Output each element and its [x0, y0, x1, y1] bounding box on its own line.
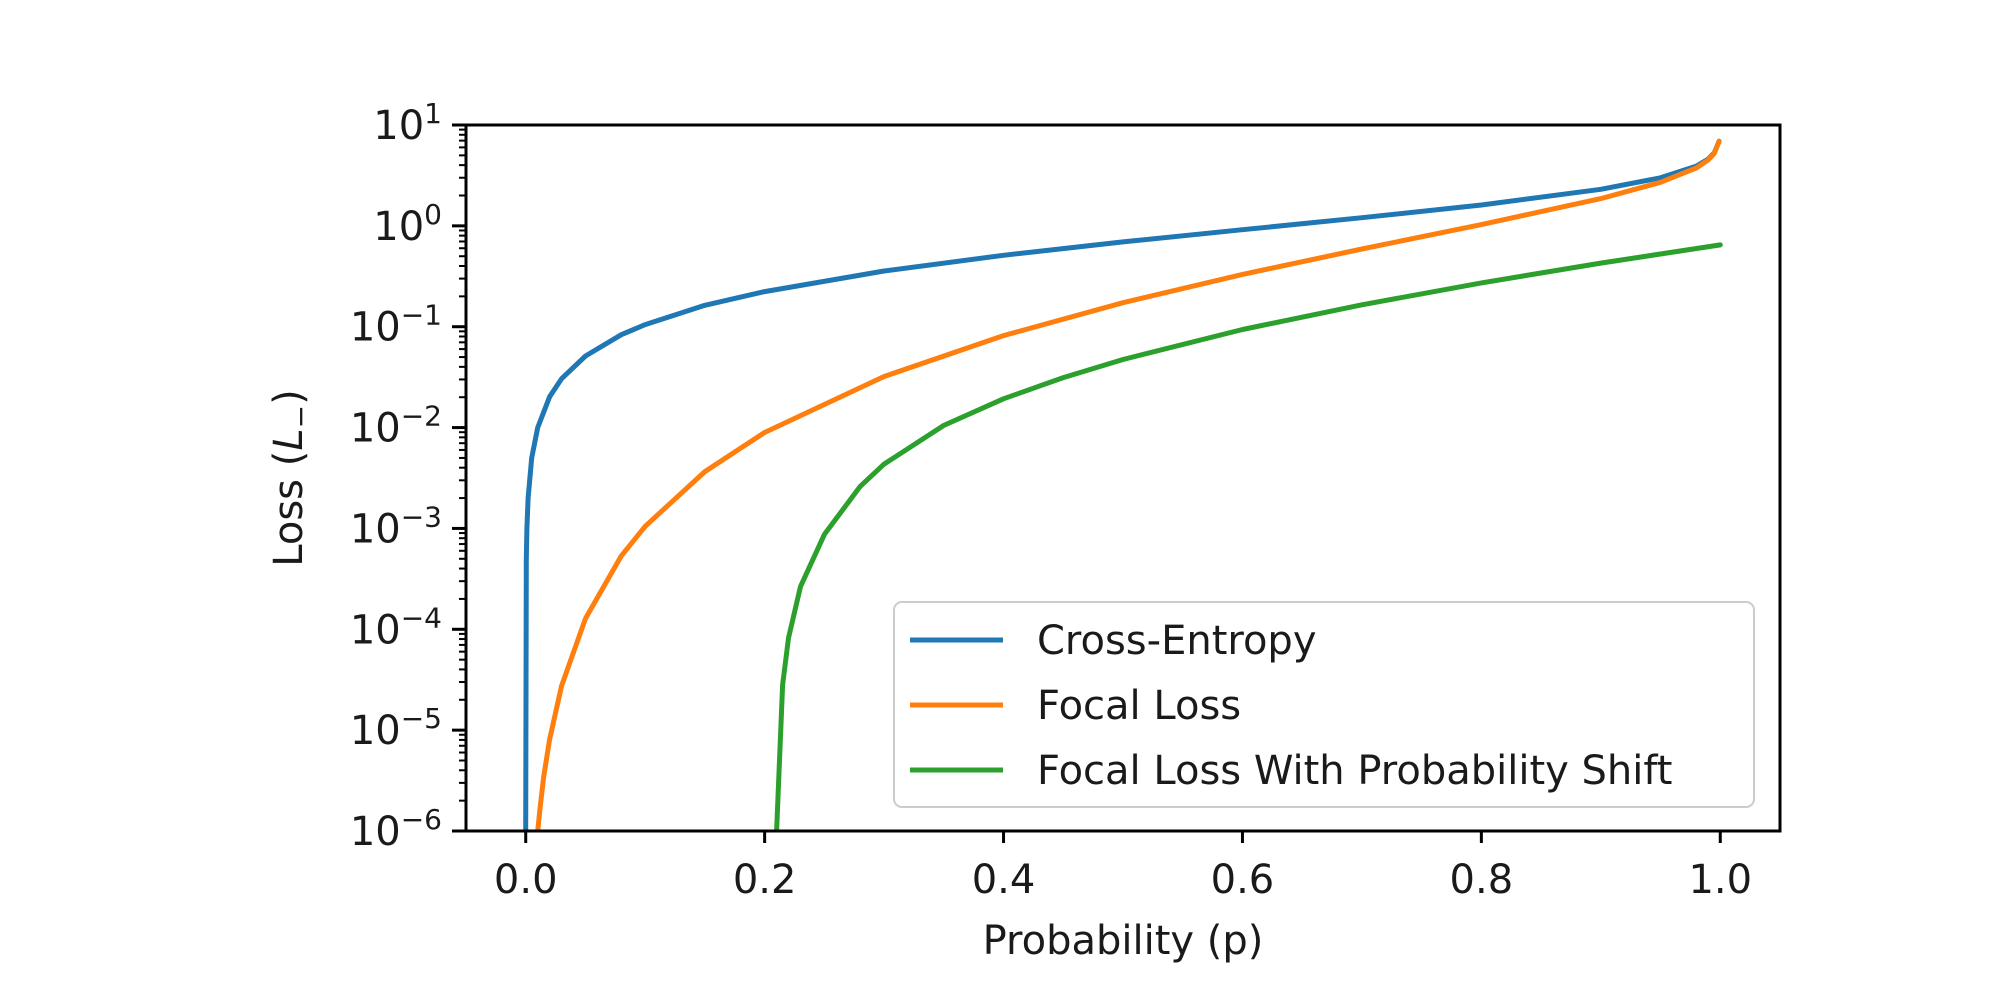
- legend-box: [893, 601, 1755, 808]
- y-tick-base: 10: [373, 204, 424, 250]
- y-tick-label: 101: [373, 97, 442, 149]
- y-axis-label-subscript: −: [284, 405, 317, 428]
- series-line-2: [535, 138, 1722, 831]
- y-axis-label-close: ): [266, 389, 312, 405]
- x-tick-label: 0.6: [1211, 857, 1275, 903]
- x-tick-label: 0.0: [494, 857, 558, 903]
- x-tick-label: 0.2: [733, 857, 797, 903]
- series-line-1: [523, 138, 1722, 831]
- legend-label: Focal Loss With Probability Shift: [1037, 748, 1672, 794]
- y-tick-exponent: −3: [401, 500, 442, 533]
- plot-frame: [464, 123, 1782, 833]
- y-tick-base: 10: [350, 607, 401, 653]
- y-axis-label-sub: L: [266, 428, 312, 450]
- legend-label: Focal Loss: [1037, 683, 1241, 729]
- y-tick-exponent: 0: [424, 198, 442, 231]
- y-tick-exponent: −2: [401, 400, 442, 433]
- legend: Cross-Entropy Focal Loss Focal Loss With P…: [893, 601, 1755, 808]
- y-axis-label-main: Loss (: [266, 451, 312, 567]
- y-tick-base: 10: [350, 506, 401, 552]
- x-tick-label: 1.0: [1688, 857, 1752, 903]
- y-axis-label: Loss (L−): [266, 389, 317, 566]
- y-tick-base: 10: [373, 103, 424, 149]
- y-tick-base: 10: [350, 708, 401, 754]
- legend-entries: Cross-Entropy Focal Loss Focal Loss With P…: [910, 618, 1672, 794]
- y-tick-base: 10: [350, 406, 401, 452]
- y-tick-label: 10−6: [350, 803, 442, 855]
- y-tick-label: 100: [373, 198, 442, 250]
- series-layer: [523, 138, 1723, 831]
- x-axis: 0.0 0.2 0.4 0.6 0.8 1.0: [494, 831, 1752, 903]
- y-tick-exponent: −4: [401, 601, 442, 634]
- y-tick-label: 10−3: [350, 500, 442, 552]
- y-tick-label: 10−4: [350, 601, 442, 653]
- y-tick-exponent: −1: [401, 299, 442, 332]
- y-tick-label: 10−5: [350, 702, 442, 754]
- legend-label: Cross-Entropy: [1037, 618, 1317, 664]
- y-tick-exponent: 1: [424, 97, 442, 130]
- y-tick-exponent: −5: [401, 702, 442, 735]
- y-tick-label: 10−2: [350, 400, 442, 452]
- x-tick-label: 0.8: [1450, 857, 1514, 903]
- y-tick-label: 10−1: [350, 299, 442, 351]
- y-tick-exponent: −6: [401, 803, 442, 836]
- y-tick-base: 10: [350, 305, 401, 351]
- x-axis-label: Probability (p): [983, 918, 1264, 964]
- x-tick-label: 0.4: [972, 857, 1036, 903]
- y-tick-base: 10: [350, 809, 401, 855]
- series-line-3: [774, 242, 1723, 831]
